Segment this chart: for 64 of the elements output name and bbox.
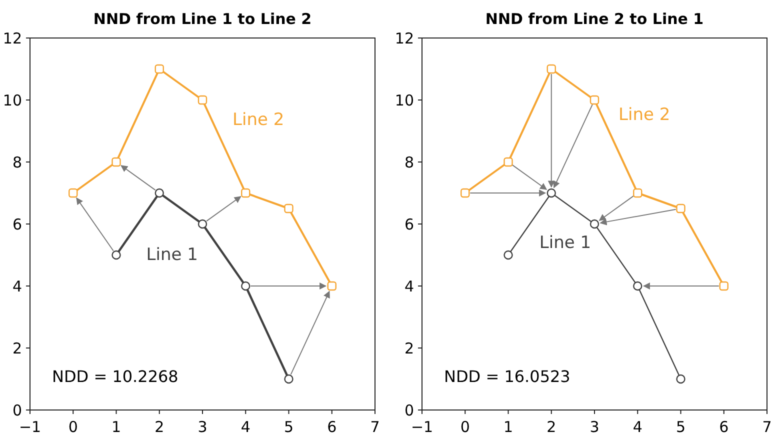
point — [112, 157, 121, 167]
x-tick-label: 0 — [68, 418, 78, 436]
series-label: Line 2 — [618, 105, 670, 125]
x-tick-label: 2 — [546, 418, 556, 436]
x-tick-label: −1 — [18, 418, 42, 436]
x-tick-label: 7 — [762, 418, 772, 436]
y-tick-label: 12 — [394, 29, 414, 48]
y-tick-label: 4 — [404, 277, 414, 296]
x-tick-label: 1 — [503, 418, 514, 436]
x-tick-label: 3 — [198, 418, 208, 436]
y-tick-label: 0 — [12, 401, 22, 420]
point — [198, 219, 208, 229]
x-tick-label: 0 — [460, 418, 470, 436]
point — [546, 188, 556, 198]
annotation: NDD = 16.0523 — [444, 367, 570, 386]
y-tick-label: 12 — [2, 29, 22, 48]
x-tick-label: 6 — [327, 418, 337, 436]
annotation: NDD = 10.2268 — [52, 367, 178, 386]
chart-title: NND from Line 1 to Line 2 — [93, 10, 312, 28]
point — [154, 188, 164, 198]
x-tick-label: 4 — [632, 418, 642, 436]
x-tick-label: 5 — [676, 418, 686, 436]
y-tick-label: 2 — [404, 339, 414, 358]
point — [154, 64, 164, 74]
point — [112, 250, 121, 260]
x-tick-label: 1 — [111, 418, 122, 436]
point — [198, 95, 208, 105]
x-tick-label: 4 — [240, 418, 250, 436]
y-tick-label: 2 — [12, 339, 22, 358]
point — [241, 188, 250, 198]
x-tick-label: 5 — [284, 418, 294, 436]
series-label: Line 1 — [539, 233, 592, 253]
x-tick-label: −1 — [410, 418, 434, 436]
point — [504, 250, 513, 260]
series-label: Line 2 — [232, 110, 284, 130]
y-tick-label: 8 — [12, 153, 22, 172]
point — [284, 374, 294, 384]
point — [676, 374, 686, 384]
point — [719, 281, 728, 291]
y-tick-label: 6 — [12, 215, 22, 234]
x-tick-label: 2 — [154, 418, 164, 436]
point — [460, 188, 470, 198]
point — [68, 188, 78, 198]
point — [676, 204, 686, 214]
y-tick-label: 8 — [404, 153, 414, 172]
point — [327, 281, 336, 291]
x-tick-label: 7 — [370, 418, 380, 436]
y-tick-label: 10 — [2, 91, 22, 110]
point — [633, 188, 642, 198]
x-tick-label: 3 — [590, 418, 600, 436]
y-tick-label: 10 — [394, 91, 414, 110]
point — [590, 95, 600, 105]
point — [241, 281, 250, 291]
y-tick-label: 6 — [404, 215, 414, 234]
point — [546, 64, 556, 74]
point — [633, 281, 642, 291]
series-label: Line 1 — [146, 245, 198, 265]
point — [504, 157, 513, 167]
x-tick-label: 6 — [719, 418, 729, 436]
chart-title: NND from Line 2 to Line 1 — [485, 10, 704, 28]
y-tick-label: 4 — [12, 277, 22, 296]
point — [590, 219, 600, 229]
y-tick-label: 0 — [404, 401, 414, 420]
point — [284, 204, 294, 214]
